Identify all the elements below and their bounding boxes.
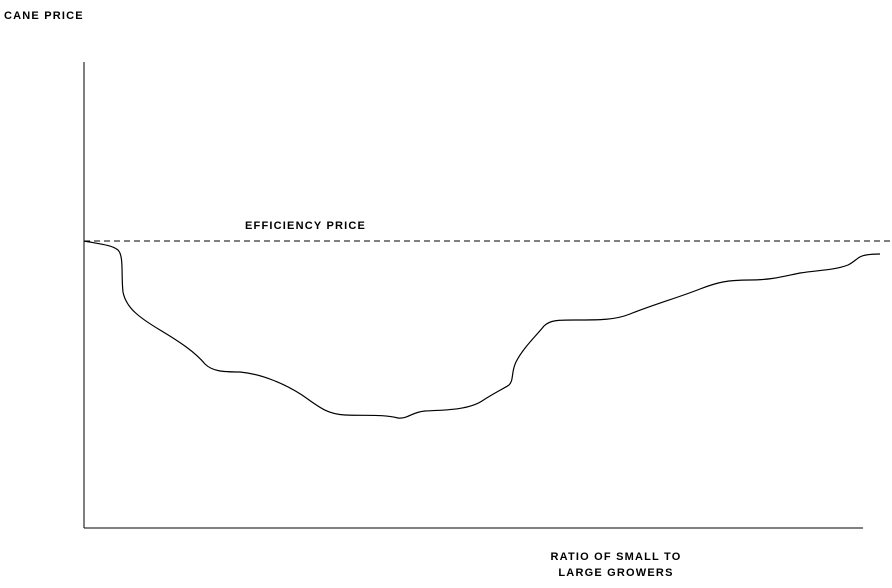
x-axis-label: LARGE GROWERS (558, 567, 673, 579)
reference-label: EFFICIENCY PRICE (245, 220, 366, 232)
curve (83, 240, 881, 419)
y-axis-label: CANE PRICE (4, 10, 84, 22)
x-axis-label: RATIO OF SMALL TO (550, 551, 681, 563)
